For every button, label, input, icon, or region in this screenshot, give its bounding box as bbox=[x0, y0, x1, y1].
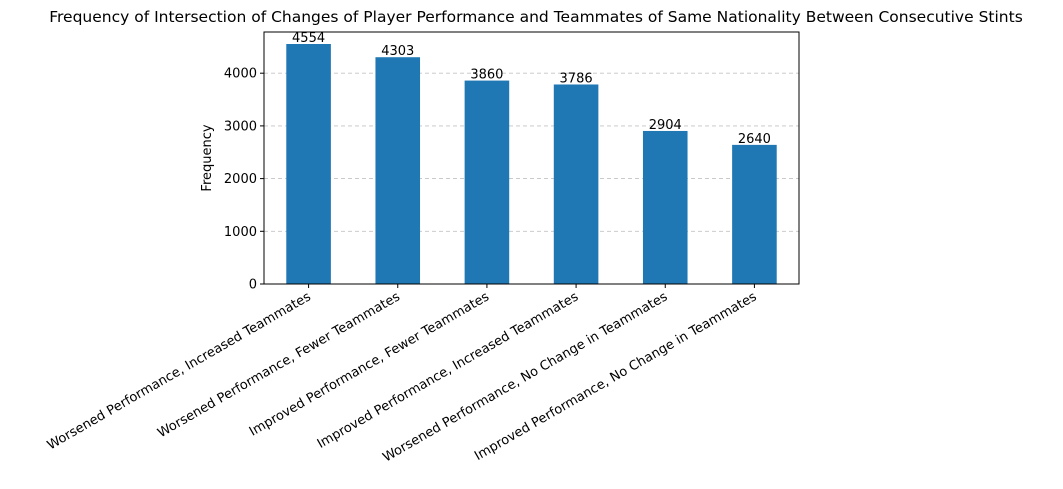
bar-value-labels: 4554 4303 3860 3786 2904 2640 bbox=[292, 31, 771, 147]
bar-value-label: 4303 bbox=[381, 44, 414, 59]
bar bbox=[286, 44, 331, 284]
bar-value-label: 3786 bbox=[560, 71, 593, 86]
y-tick-label: 2000 bbox=[224, 172, 257, 187]
bars bbox=[286, 44, 777, 285]
y-tick-label: 0 bbox=[249, 278, 257, 293]
y-axis: 0 1000 2000 3000 4000 bbox=[224, 67, 264, 293]
bar bbox=[642, 130, 688, 284]
x-axis: Worsened Performance, Increased Teammate… bbox=[45, 284, 760, 465]
bar-value-label: 2904 bbox=[649, 118, 682, 133]
bar bbox=[375, 57, 421, 284]
bar bbox=[732, 144, 777, 284]
chart-title: Frequency of Intersection of Changes of … bbox=[49, 8, 1023, 26]
bar-value-label: 3860 bbox=[470, 68, 503, 83]
bar bbox=[464, 80, 510, 285]
y-tick-label: 1000 bbox=[224, 225, 257, 240]
y-tick-label: 3000 bbox=[224, 119, 257, 134]
plot-frame bbox=[263, 31, 800, 285]
y-tick-label: 4000 bbox=[224, 67, 257, 82]
gridlines bbox=[264, 72, 799, 232]
bar-value-label: 4554 bbox=[292, 31, 325, 46]
bar bbox=[553, 84, 599, 285]
bar-value-label: 2640 bbox=[738, 132, 771, 147]
y-axis-label: Frequency bbox=[200, 124, 215, 191]
